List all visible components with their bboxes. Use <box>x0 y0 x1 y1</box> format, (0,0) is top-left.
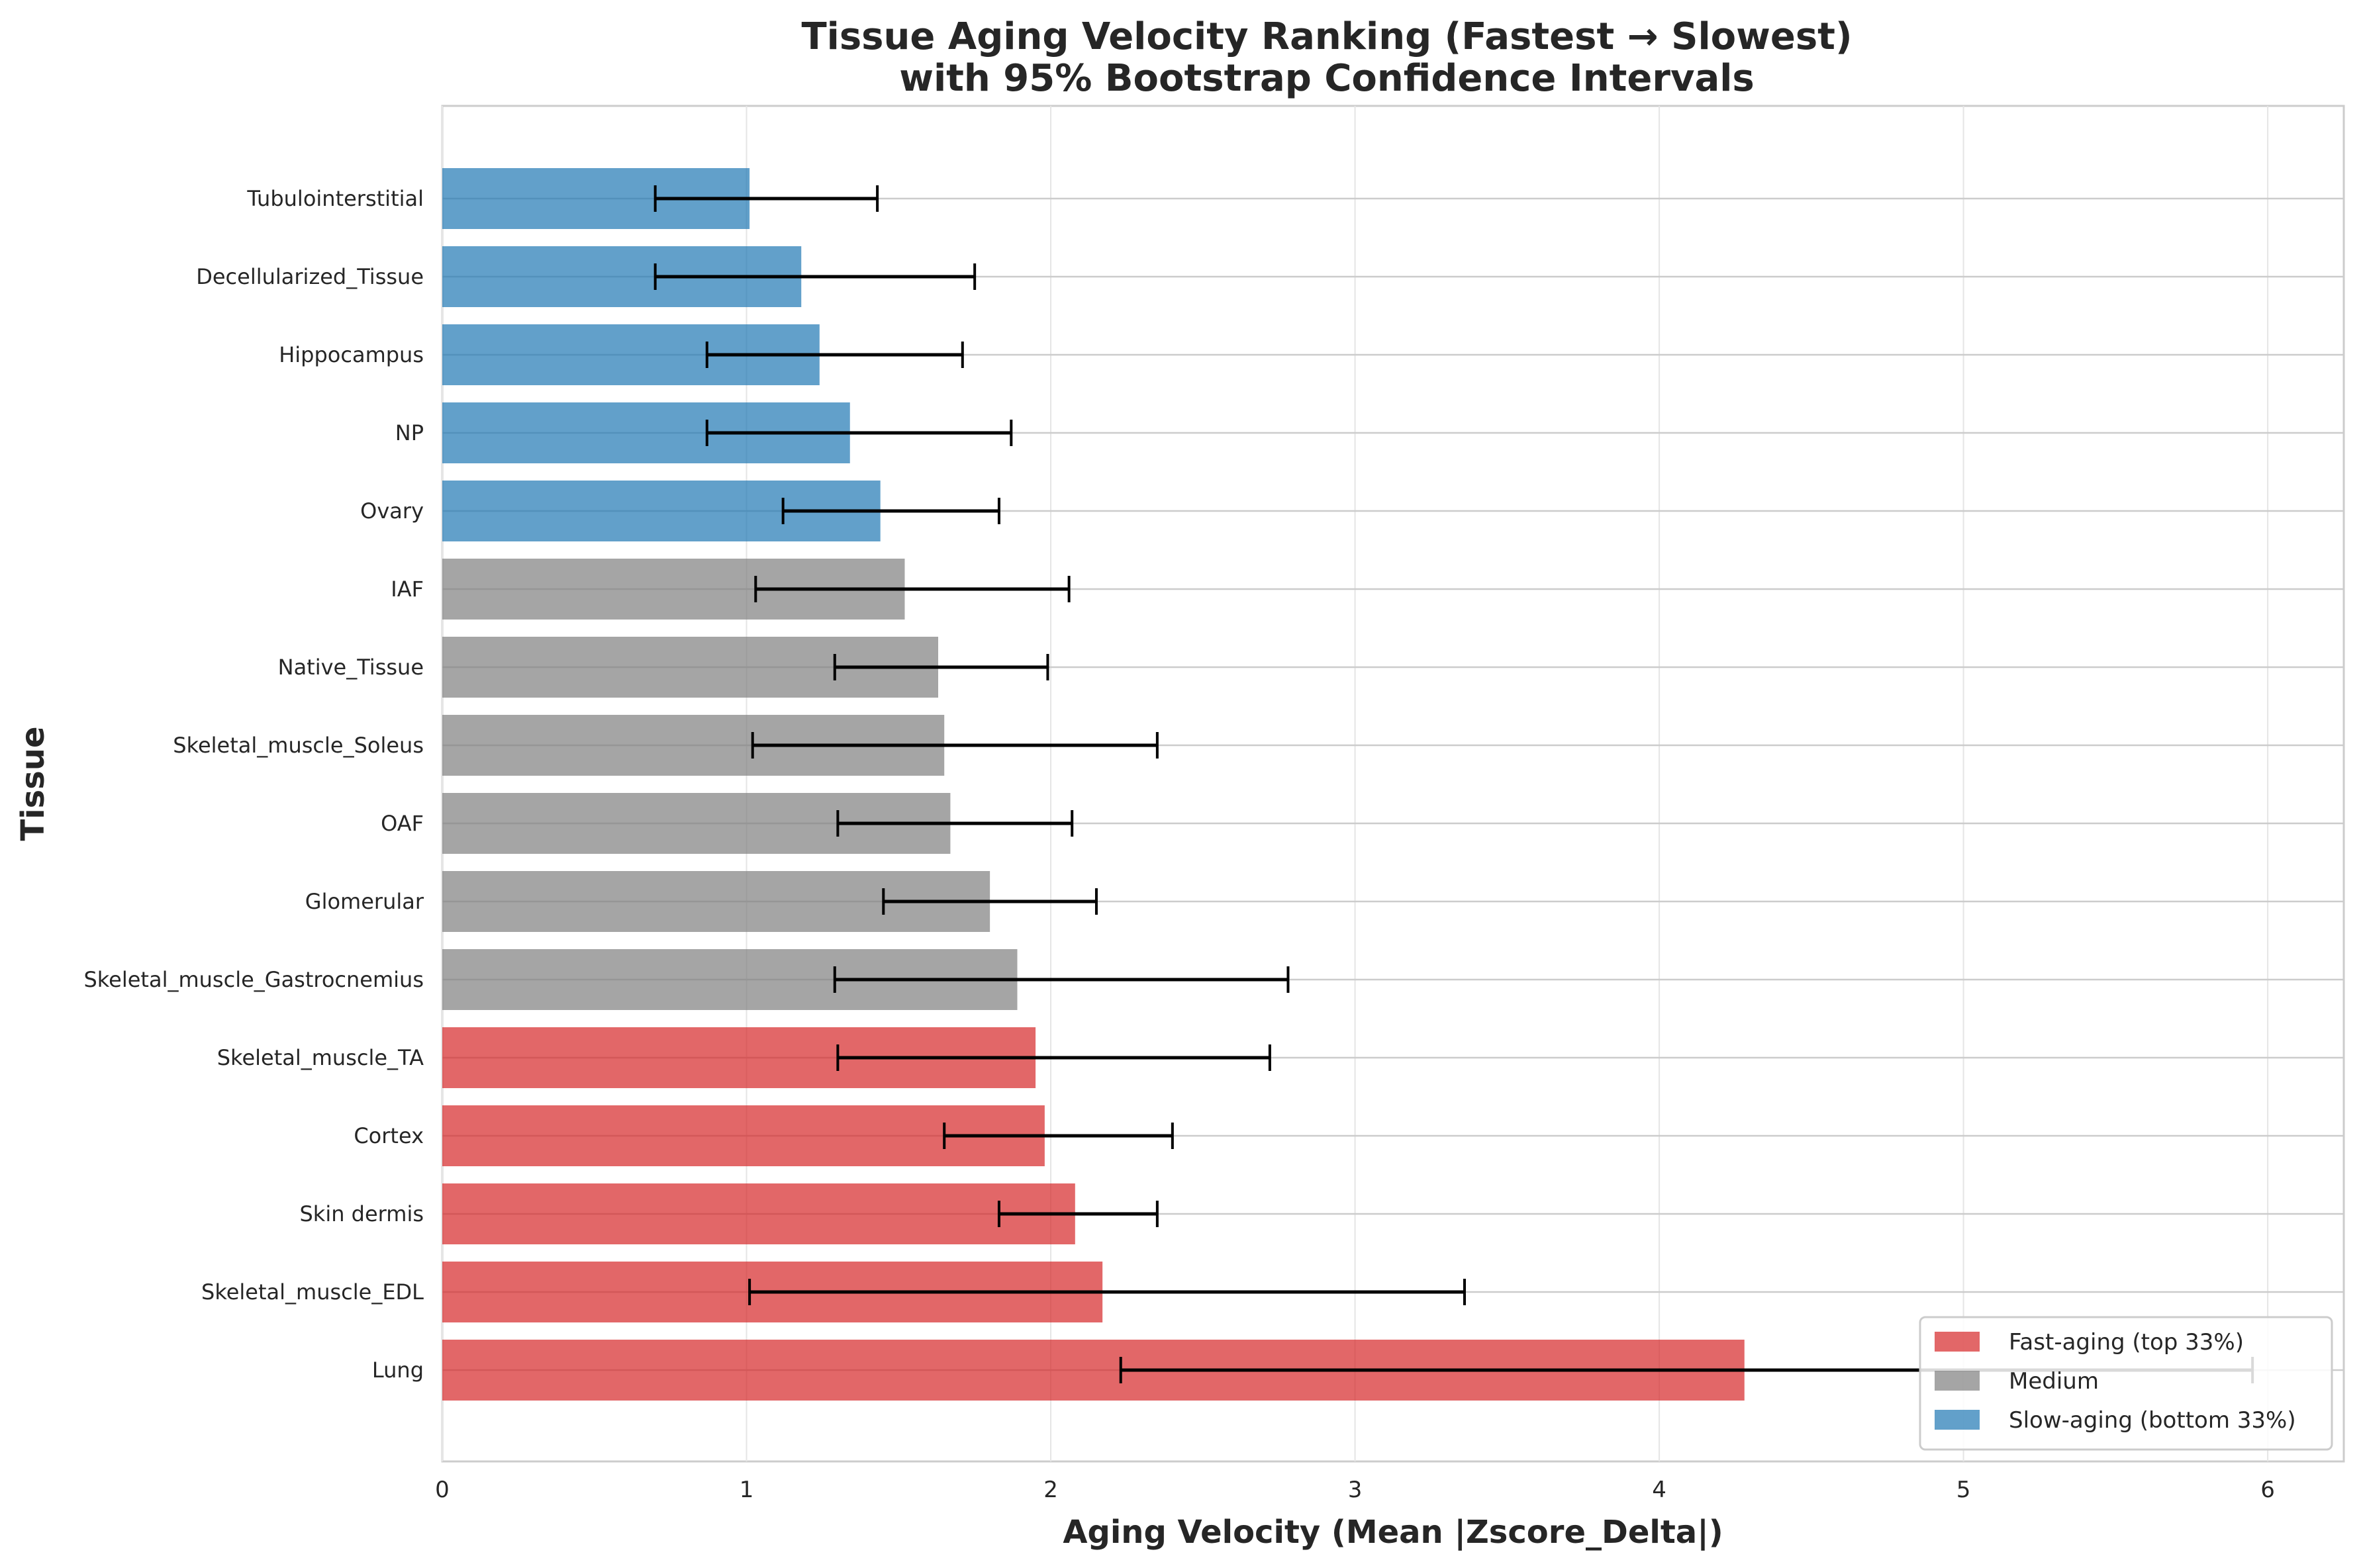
legend-label-medium: Medium <box>2009 1368 2099 1395</box>
legend-label-slow: Slow-aging (bottom 33%) <box>2009 1407 2296 1434</box>
legend-swatch-fast <box>1935 1332 1980 1352</box>
y-tick-label: Skeletal_muscle_Gastrocnemius <box>83 967 424 992</box>
x-tick-label: 2 <box>1043 1477 1058 1503</box>
y-tick-label: Lung <box>372 1358 424 1383</box>
error-bars <box>653 185 2254 1383</box>
legend-frame <box>1919 1316 2333 1451</box>
y-tick-label: Skeletal_muscle_EDL <box>201 1279 424 1305</box>
x-tick-label: 4 <box>1652 1477 1666 1503</box>
chart-title: Tissue Aging Velocity Ranking (Fastest →… <box>801 15 1852 58</box>
x-tick-label: 3 <box>1348 1477 1363 1503</box>
x-tick-label: 0 <box>435 1477 450 1503</box>
x-tick-labels: 0 1 2 3 4 5 6 <box>435 1477 2275 1503</box>
legend-swatch-medium <box>1935 1371 1980 1391</box>
x-tick-label: 1 <box>740 1477 754 1503</box>
y-tick-label: Skeletal_muscle_TA <box>217 1045 424 1070</box>
x-tick-label: 5 <box>1956 1477 1971 1503</box>
bars <box>442 168 1745 1401</box>
y-tick-label: NP <box>395 420 424 445</box>
y-tick-label: Cortex <box>354 1123 424 1148</box>
y-tick-label: Skeletal_muscle_Soleus <box>173 733 424 758</box>
y-tick-label: OAF <box>381 811 424 836</box>
y-tick-label: IAF <box>391 576 424 602</box>
plot-area <box>441 105 2345 1463</box>
y-axis-label: Tissue <box>15 726 52 841</box>
legend-label-fast: Fast-aging (top 33%) <box>2009 1329 2244 1356</box>
x-axis-label: Aging Velocity (Mean |Zscore_Delta|) <box>1063 1514 1723 1551</box>
y-tick-label: Glomerular <box>305 889 424 914</box>
y-tick-label: Tubulointerstitial <box>246 186 424 211</box>
bar-skin-dermis <box>442 1183 1075 1244</box>
x-tick-label: 6 <box>2260 1477 2275 1503</box>
legend-swatch-slow <box>1935 1410 1980 1430</box>
y-tick-label: Decellularized_Tissue <box>196 264 424 289</box>
y-tick-label: Skin dermis <box>299 1201 424 1226</box>
chart-subtitle: with 95% Bootstrap Confidence Intervals <box>899 57 1755 100</box>
y-tick-label: Ovary <box>360 498 424 524</box>
y-tick-labels: Tubulointerstitial Decellularized_Tissue H… <box>83 186 424 1383</box>
y-tick-label: Hippocampus <box>279 342 424 367</box>
legend: Fast-aging (top 33%) Medium Slow-aging (… <box>1919 1316 2333 1451</box>
y-tick-label: Native_Tissue <box>278 655 424 680</box>
